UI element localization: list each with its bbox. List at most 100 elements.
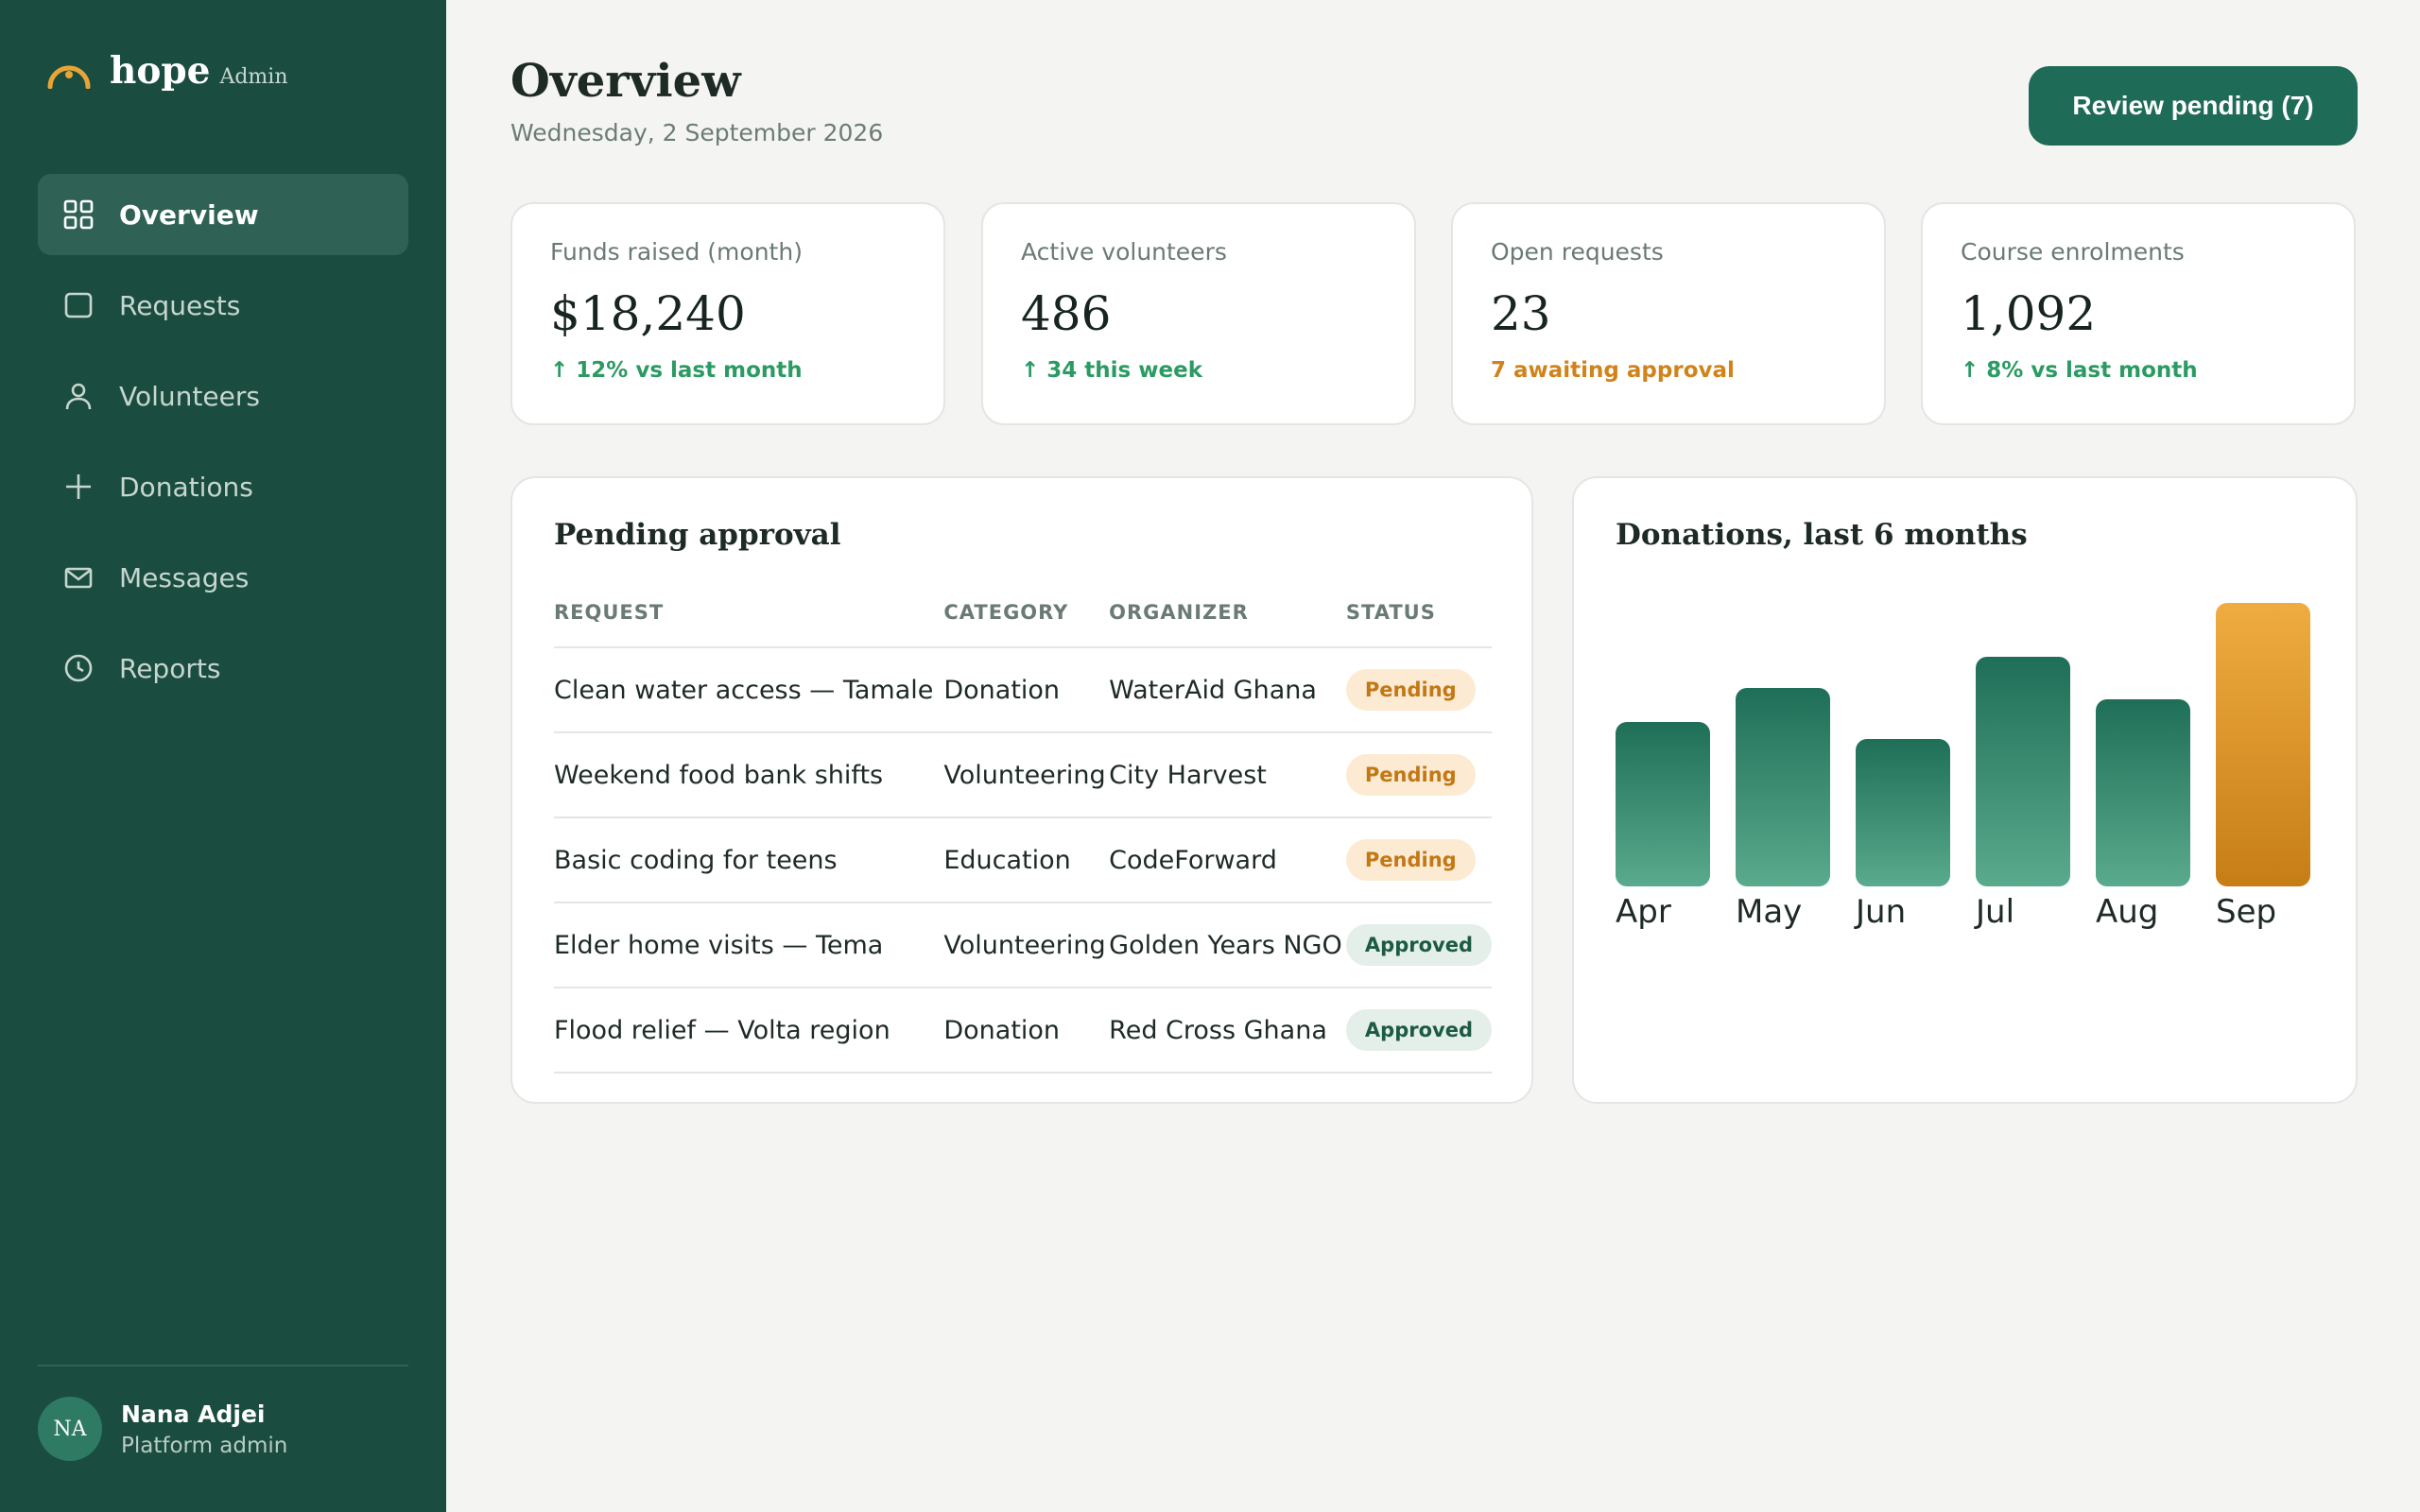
cell-category: Donation — [943, 988, 1110, 1074]
status-badge: Pending — [1345, 754, 1476, 796]
cell-organizer: WaterAid Ghana — [1109, 647, 1346, 733]
cell-status: Pending — [1345, 732, 1492, 818]
cell-status: Pending — [1345, 647, 1492, 733]
x-tick-label: Jul — [1974, 893, 2014, 931]
user-icon — [65, 383, 92, 410]
cell-status: Approved — [1345, 988, 1492, 1074]
column-header-category[interactable]: CATEGORY — [943, 578, 1110, 648]
clock-icon — [64, 654, 93, 682]
stat-value: 486 — [1021, 286, 1112, 341]
pending-table: REQUEST CATEGORY ORGANIZER STATUS Clean … — [554, 578, 1492, 1074]
x-tick-label: Apr — [1616, 893, 1671, 931]
page-date: Wednesday, 2 September 2026 — [510, 119, 884, 146]
cell-organizer: Golden Years NGO — [1109, 902, 1346, 988]
brand-suffix: Admin — [219, 65, 288, 89]
bar-jul[interactable] — [1976, 657, 2070, 886]
x-tick-label: May — [1736, 893, 1802, 931]
stat-label: Active volunteers — [1021, 238, 1227, 266]
sun-arc-logo-icon — [47, 65, 91, 89]
stat-note: ↑ 12% vs last month — [550, 358, 803, 383]
column-header-organizer[interactable]: ORGANIZER — [1109, 578, 1346, 648]
user-role: Platform admin — [121, 1433, 288, 1458]
status-badge: Approved — [1345, 1009, 1492, 1051]
stat-card-funds: Funds raised (month) $18,240 ↑ 12% vs la… — [510, 202, 945, 425]
sidebar-item-overview[interactable]: Overview — [38, 174, 408, 255]
sidebar-item-donations[interactable]: Donations — [38, 446, 408, 527]
stat-note: ↑ 34 this week — [1021, 358, 1202, 383]
bar-jun[interactable] — [1856, 739, 1950, 886]
stat-label: Funds raised (month) — [550, 238, 803, 266]
cell-category: Education — [943, 817, 1110, 903]
cell-request: Weekend food bank shifts — [554, 732, 944, 818]
cell-status: Pending — [1345, 817, 1492, 903]
cell-organizer: CodeForward — [1109, 817, 1346, 903]
table-row[interactable]: Flood relief — Volta region Donation Red… — [554, 988, 1492, 1074]
review-pending-button[interactable]: Review pending (7) — [2029, 66, 2358, 146]
chart-title: Donations, last 6 months — [1616, 518, 2028, 552]
stat-note: ↑ 8% vs last month — [1961, 358, 2198, 383]
main-content: Overview Wednesday, 2 September 2026 Rev… — [446, 0, 2420, 1512]
cell-organizer: City Harvest — [1109, 732, 1346, 818]
stat-card-open-requests: Open requests 23 7 awaiting approval — [1451, 202, 1886, 425]
cell-category: Donation — [943, 647, 1110, 733]
sidebar-item-label: Donations — [119, 471, 253, 503]
stat-label: Course enrolments — [1961, 238, 2185, 266]
sidebar-item-label: Messages — [119, 561, 250, 593]
mail-icon — [64, 567, 93, 589]
avatar: NA — [38, 1397, 102, 1461]
sidebar-item-label: Overview — [119, 198, 259, 231]
bar-apr[interactable] — [1616, 722, 1710, 886]
sidebar-item-reports[interactable]: Reports — [38, 627, 408, 709]
cell-organizer: Red Cross Ghana — [1109, 988, 1346, 1074]
cell-request: Clean water access — Tamale — [554, 647, 944, 733]
sidebar-item-volunteers[interactable]: Volunteers — [38, 355, 408, 437]
sidebar-divider — [38, 1365, 408, 1366]
stat-note: 7 awaiting approval — [1491, 358, 1735, 383]
x-tick-label: Sep — [2216, 893, 2276, 931]
stat-value: $18,240 — [550, 286, 746, 341]
brand-name: hope — [110, 49, 211, 93]
sidebar-item-label: Requests — [119, 289, 241, 321]
x-tick-label: Jun — [1854, 893, 1906, 931]
stat-value: 23 — [1491, 286, 1551, 341]
plus-icon — [66, 474, 91, 499]
column-header-status[interactable]: STATUS — [1345, 578, 1492, 648]
table-row[interactable]: Basic coding for teens Education CodeFor… — [554, 817, 1492, 903]
pending-approval-panel: Pending approval REQUEST CATEGORY ORGANI… — [510, 476, 1533, 1104]
sidebar-item-label: Reports — [119, 652, 221, 684]
stat-label: Open requests — [1491, 238, 1664, 266]
sidebar-item-label: Volunteers — [119, 380, 260, 412]
cell-request: Elder home visits — Tema — [554, 902, 944, 988]
bar-sep[interactable] — [2216, 603, 2310, 886]
stat-value: 1,092 — [1961, 286, 2097, 341]
table-header-row: REQUEST CATEGORY ORGANIZER STATUS — [554, 578, 1492, 648]
table-row[interactable]: Weekend food bank shifts Volunteering Ci… — [554, 732, 1492, 818]
bar-may[interactable] — [1736, 688, 1830, 886]
sidebar-item-requests[interactable]: Requests — [38, 265, 408, 346]
status-badge: Pending — [1345, 839, 1476, 881]
donations-chart-panel: Donations, last 6 months Apr May Jun Jul Aug… — [1572, 476, 2358, 1104]
stat-card-enrolments: Course enrolments 1,092 ↑ 8% vs last mon… — [1921, 202, 2356, 425]
sidebar: hope Admin Overview Requests Volunteers — [0, 0, 446, 1512]
cell-status: Approved — [1345, 902, 1492, 988]
square-icon — [64, 292, 93, 318]
cell-request: Basic coding for teens — [554, 817, 944, 903]
page-title: Overview — [510, 55, 741, 108]
grid-icon — [63, 199, 94, 230]
status-badge: Pending — [1345, 669, 1476, 711]
user-profile[interactable]: NA Nana Adjei Platform admin — [38, 1397, 287, 1461]
stat-card-volunteers: Active volunteers 486 ↑ 34 this week — [981, 202, 1416, 425]
status-badge: Approved — [1345, 924, 1492, 966]
bar-aug[interactable] — [2096, 699, 2190, 886]
panel-title: Pending approval — [554, 518, 841, 552]
table-row[interactable]: Elder home visits — Tema Volunteering Go… — [554, 902, 1492, 988]
cell-category: Volunteering — [943, 732, 1110, 818]
cell-request: Flood relief — Volta region — [554, 988, 944, 1074]
sidebar-item-messages[interactable]: Messages — [38, 537, 408, 618]
column-header-request[interactable]: REQUEST — [554, 578, 944, 648]
sidebar-nav: Overview Requests Volunteers Donations M… — [38, 174, 408, 718]
brand[interactable]: hope Admin — [45, 49, 288, 93]
donations-bar-chart: Apr May Jun Jul Aug Sep — [1616, 603, 2310, 931]
table-row[interactable]: Clean water access — Tamale Donation Wat… — [554, 647, 1492, 733]
x-tick-label: Aug — [2096, 893, 2158, 931]
